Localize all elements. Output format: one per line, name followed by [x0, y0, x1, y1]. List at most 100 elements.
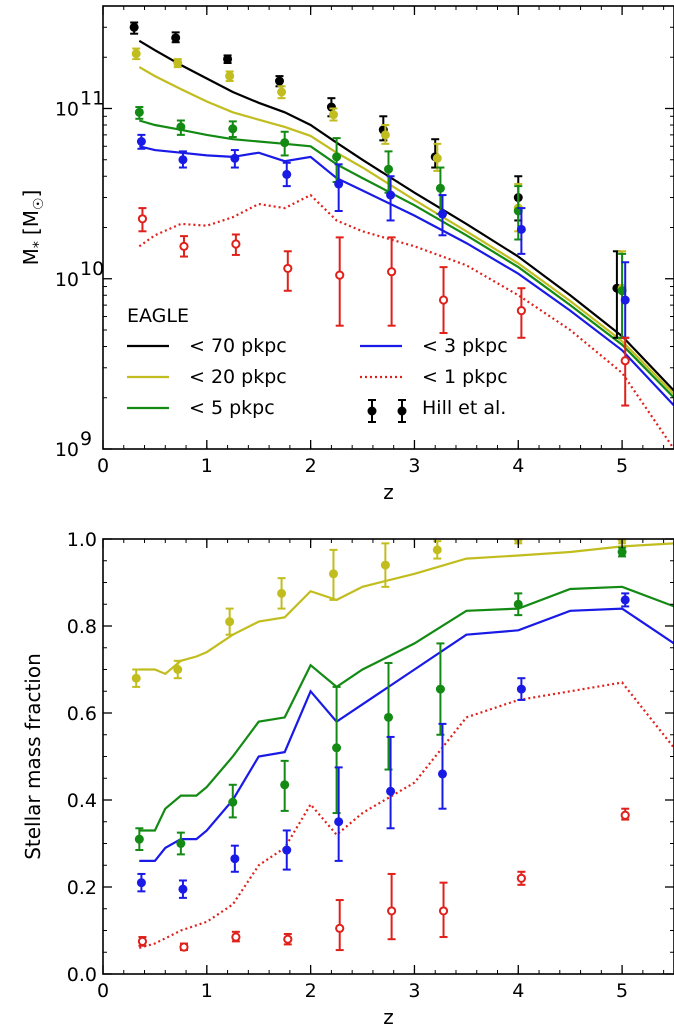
data-point	[432, 153, 442, 163]
x-tick-label: 5	[616, 980, 628, 1002]
y-label-unit: [M	[19, 210, 43, 235]
data-point	[620, 356, 630, 366]
plot-area	[131, 539, 674, 952]
data-point	[231, 239, 241, 249]
legend-label: < 70 pkpc	[189, 335, 287, 357]
y-label-sub: *	[31, 241, 47, 248]
data-point	[387, 267, 397, 277]
data-point	[282, 169, 292, 179]
data-point	[326, 102, 336, 112]
series-line-4	[138, 193, 674, 449]
data-point	[228, 124, 238, 134]
x-tick-label: 4	[512, 455, 524, 477]
data-point	[617, 547, 627, 557]
data-point	[179, 241, 189, 251]
data-point	[280, 138, 290, 148]
legend-item: < 20 pkpc	[127, 366, 287, 388]
legend-item: < 5 pkpc	[127, 397, 275, 419]
series-line-2	[138, 119, 674, 399]
data-point	[228, 797, 238, 807]
y-label-main: M	[19, 248, 43, 265]
series-line-3	[139, 145, 674, 407]
x-tick-label: 2	[305, 980, 317, 1002]
series-line-1	[138, 66, 674, 395]
data-point	[225, 71, 235, 81]
data-point	[334, 817, 344, 827]
data-point	[179, 942, 189, 952]
data-point	[513, 599, 523, 609]
data-point	[230, 153, 240, 163]
x-tick-label: 5	[616, 455, 628, 477]
data-point	[334, 179, 344, 189]
x-tick-label: 4	[512, 980, 524, 1002]
data-point	[178, 884, 188, 894]
data-point	[387, 906, 397, 916]
legend-item: Hill et al.	[367, 397, 506, 423]
data-point	[620, 595, 630, 605]
data-point	[282, 845, 292, 855]
x-tick-label: 0	[97, 455, 109, 477]
data-point	[386, 786, 396, 796]
x-tick-label: 1	[201, 980, 213, 1002]
data-point	[620, 810, 630, 820]
data-point	[283, 934, 293, 944]
legend-label: < 1 pkpc	[422, 366, 508, 388]
x-tick-label: 0	[97, 980, 109, 1002]
data-point	[136, 136, 146, 146]
data-point	[328, 569, 338, 579]
data-point	[231, 932, 241, 942]
legend-title: EAGLE	[127, 305, 189, 327]
data-point	[283, 263, 293, 274]
y-axis-label: Stellar mass fraction	[21, 653, 45, 860]
x-axis-label: z	[383, 1005, 394, 1029]
y-tick-label: 0.0	[67, 964, 97, 986]
legend-label: < 20 pkpc	[189, 366, 287, 388]
data-point	[516, 873, 526, 883]
series-line-0	[139, 542, 674, 676]
x-axis-label: z	[383, 480, 394, 504]
data-point	[435, 183, 445, 193]
x-tick-label: 1	[201, 455, 213, 477]
legend-marker	[367, 406, 377, 416]
data-point	[328, 110, 338, 120]
series-line-3	[139, 681, 674, 949]
data-point	[437, 769, 447, 779]
y-axis-label-text: M* [M☉]	[19, 190, 47, 266]
y-tick-label: 0.6	[67, 703, 97, 725]
y-tick-label: 0.8	[67, 616, 97, 638]
data-point	[136, 878, 146, 888]
legend-item: < 1 pkpc	[360, 366, 508, 388]
data-point	[386, 190, 396, 200]
legend-marker	[397, 406, 407, 416]
data-point	[332, 152, 342, 162]
data-point	[335, 923, 345, 933]
data-point	[137, 214, 148, 224]
y-tick-exponent: 11	[80, 88, 104, 110]
y-tick-label: 10	[55, 439, 79, 461]
data-point	[134, 107, 144, 117]
data-point	[230, 854, 240, 864]
data-point	[435, 684, 445, 694]
legend: EAGLE< 70 pkpc < 20 pkpc < 5 pkpc < 3 pkpc <…	[127, 305, 508, 423]
y-tick-exponent: 10	[80, 258, 104, 280]
data-point	[516, 684, 526, 694]
data-point	[277, 87, 287, 97]
y-tick-label: 0.4	[67, 790, 97, 812]
data-point	[438, 906, 449, 916]
data-point	[225, 617, 235, 627]
data-point	[332, 743, 342, 753]
y-axis-label: M* [M☉]	[19, 190, 47, 266]
x-tick-label: 3	[408, 980, 420, 1002]
legend-label: < 5 pkpc	[189, 397, 275, 419]
data-point	[380, 560, 390, 570]
series-line-0	[138, 39, 674, 392]
plot-area	[129, 21, 674, 449]
data-point	[131, 49, 141, 59]
x-tick-label: 2	[305, 455, 317, 477]
legend-label: Hill et al.	[422, 397, 506, 419]
data-point	[335, 270, 345, 280]
legend-item: < 70 pkpc	[127, 335, 287, 357]
data-point	[516, 224, 526, 234]
data-point	[277, 588, 287, 598]
